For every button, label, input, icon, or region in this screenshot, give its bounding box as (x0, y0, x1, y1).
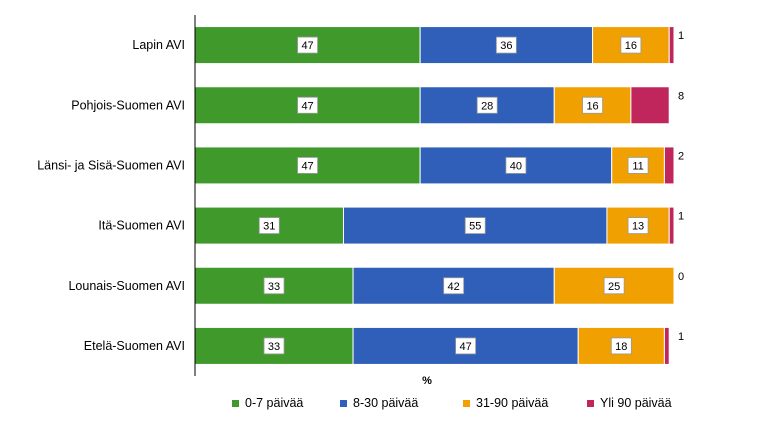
category-label: Lounais-Suomen AVI (68, 279, 185, 293)
data-label-box (443, 277, 465, 295)
data-label-box (603, 277, 625, 295)
legend: 0-7 päivää 8-30 päivää 31-90 päivää Yli 90 … (0, 396, 765, 416)
data-label: 1 (678, 211, 684, 223)
data-label-box (620, 36, 642, 54)
data-label: 42 (448, 281, 460, 293)
legend-swatch (587, 399, 594, 407)
data-label-box (495, 36, 517, 54)
bar-segment (553, 266, 675, 305)
data-label-box (464, 217, 486, 234)
category-label: Länsi- ja Sisä-Suomen AVI (37, 158, 185, 172)
data-label: 16 (625, 40, 637, 52)
data-label: 13 (632, 221, 644, 233)
data-label: 31 (263, 221, 275, 233)
legend-label: 8-30 päivää (353, 396, 419, 410)
data-label: 16 (586, 100, 598, 112)
data-label-box (455, 337, 477, 355)
data-label-box (476, 96, 498, 114)
data-label-box (297, 157, 318, 174)
data-label-box (297, 36, 318, 54)
bars-group (194, 26, 675, 365)
data-label-box (263, 337, 285, 355)
data-label-box (505, 157, 527, 174)
legend-swatch (232, 399, 239, 407)
data-label: 47 (301, 100, 313, 112)
data-label: 2 (678, 150, 684, 162)
data-label: 47 (460, 341, 472, 353)
data-label-box (627, 217, 649, 234)
legend-label: 0-7 päivää (245, 396, 304, 410)
legend-item: 8-30 päivää (340, 396, 418, 410)
legend-label: Yli 90 päivää (600, 396, 672, 410)
legend-item: 31-90 päivää (463, 396, 548, 410)
data-label: 55 (469, 221, 481, 233)
legend-swatch (463, 399, 470, 407)
legend-label: 31-90 päivää (476, 396, 549, 410)
data-label-box (263, 277, 285, 295)
data-label: 40 (510, 160, 522, 172)
bar-segment (663, 326, 670, 365)
data-label: 36 (500, 40, 512, 52)
data-label-box (582, 96, 603, 114)
category-label: Itä-Suomen AVI (98, 219, 185, 233)
category-label: Etelä-Suomen AVI (84, 339, 185, 353)
data-label: 8 (678, 90, 684, 102)
data-label: 18 (615, 341, 627, 353)
data-label-box (297, 96, 318, 114)
data-label-box (610, 337, 632, 355)
data-label: 33 (268, 281, 280, 293)
legend-swatch (340, 399, 347, 407)
category-label: Lapin AVI (132, 38, 185, 52)
data-label: 11 (632, 160, 643, 172)
bar-segment (419, 146, 613, 185)
data-label: 33 (268, 341, 280, 353)
legend-item: Yli 90 päivää (587, 396, 672, 410)
data-label: 47 (301, 160, 313, 172)
data-label: 47 (301, 40, 313, 52)
category-label: Pohjois-Suomen AVI (71, 98, 185, 112)
data-label: 1 (678, 331, 684, 343)
data-label-box (627, 157, 649, 174)
data-label-box (258, 217, 280, 234)
data-label: 1 (678, 30, 684, 42)
bar-segment (668, 206, 675, 245)
bar-segment (663, 146, 675, 185)
bar-segment (352, 266, 555, 305)
data-label: 25 (608, 281, 620, 293)
x-axis-title: % (422, 375, 432, 387)
legend-item: 0-7 päivää (232, 396, 303, 410)
data-label: 28 (481, 100, 493, 112)
bar-segment (630, 86, 670, 125)
data-label: 0 (678, 271, 684, 283)
bar-segment (668, 26, 675, 65)
